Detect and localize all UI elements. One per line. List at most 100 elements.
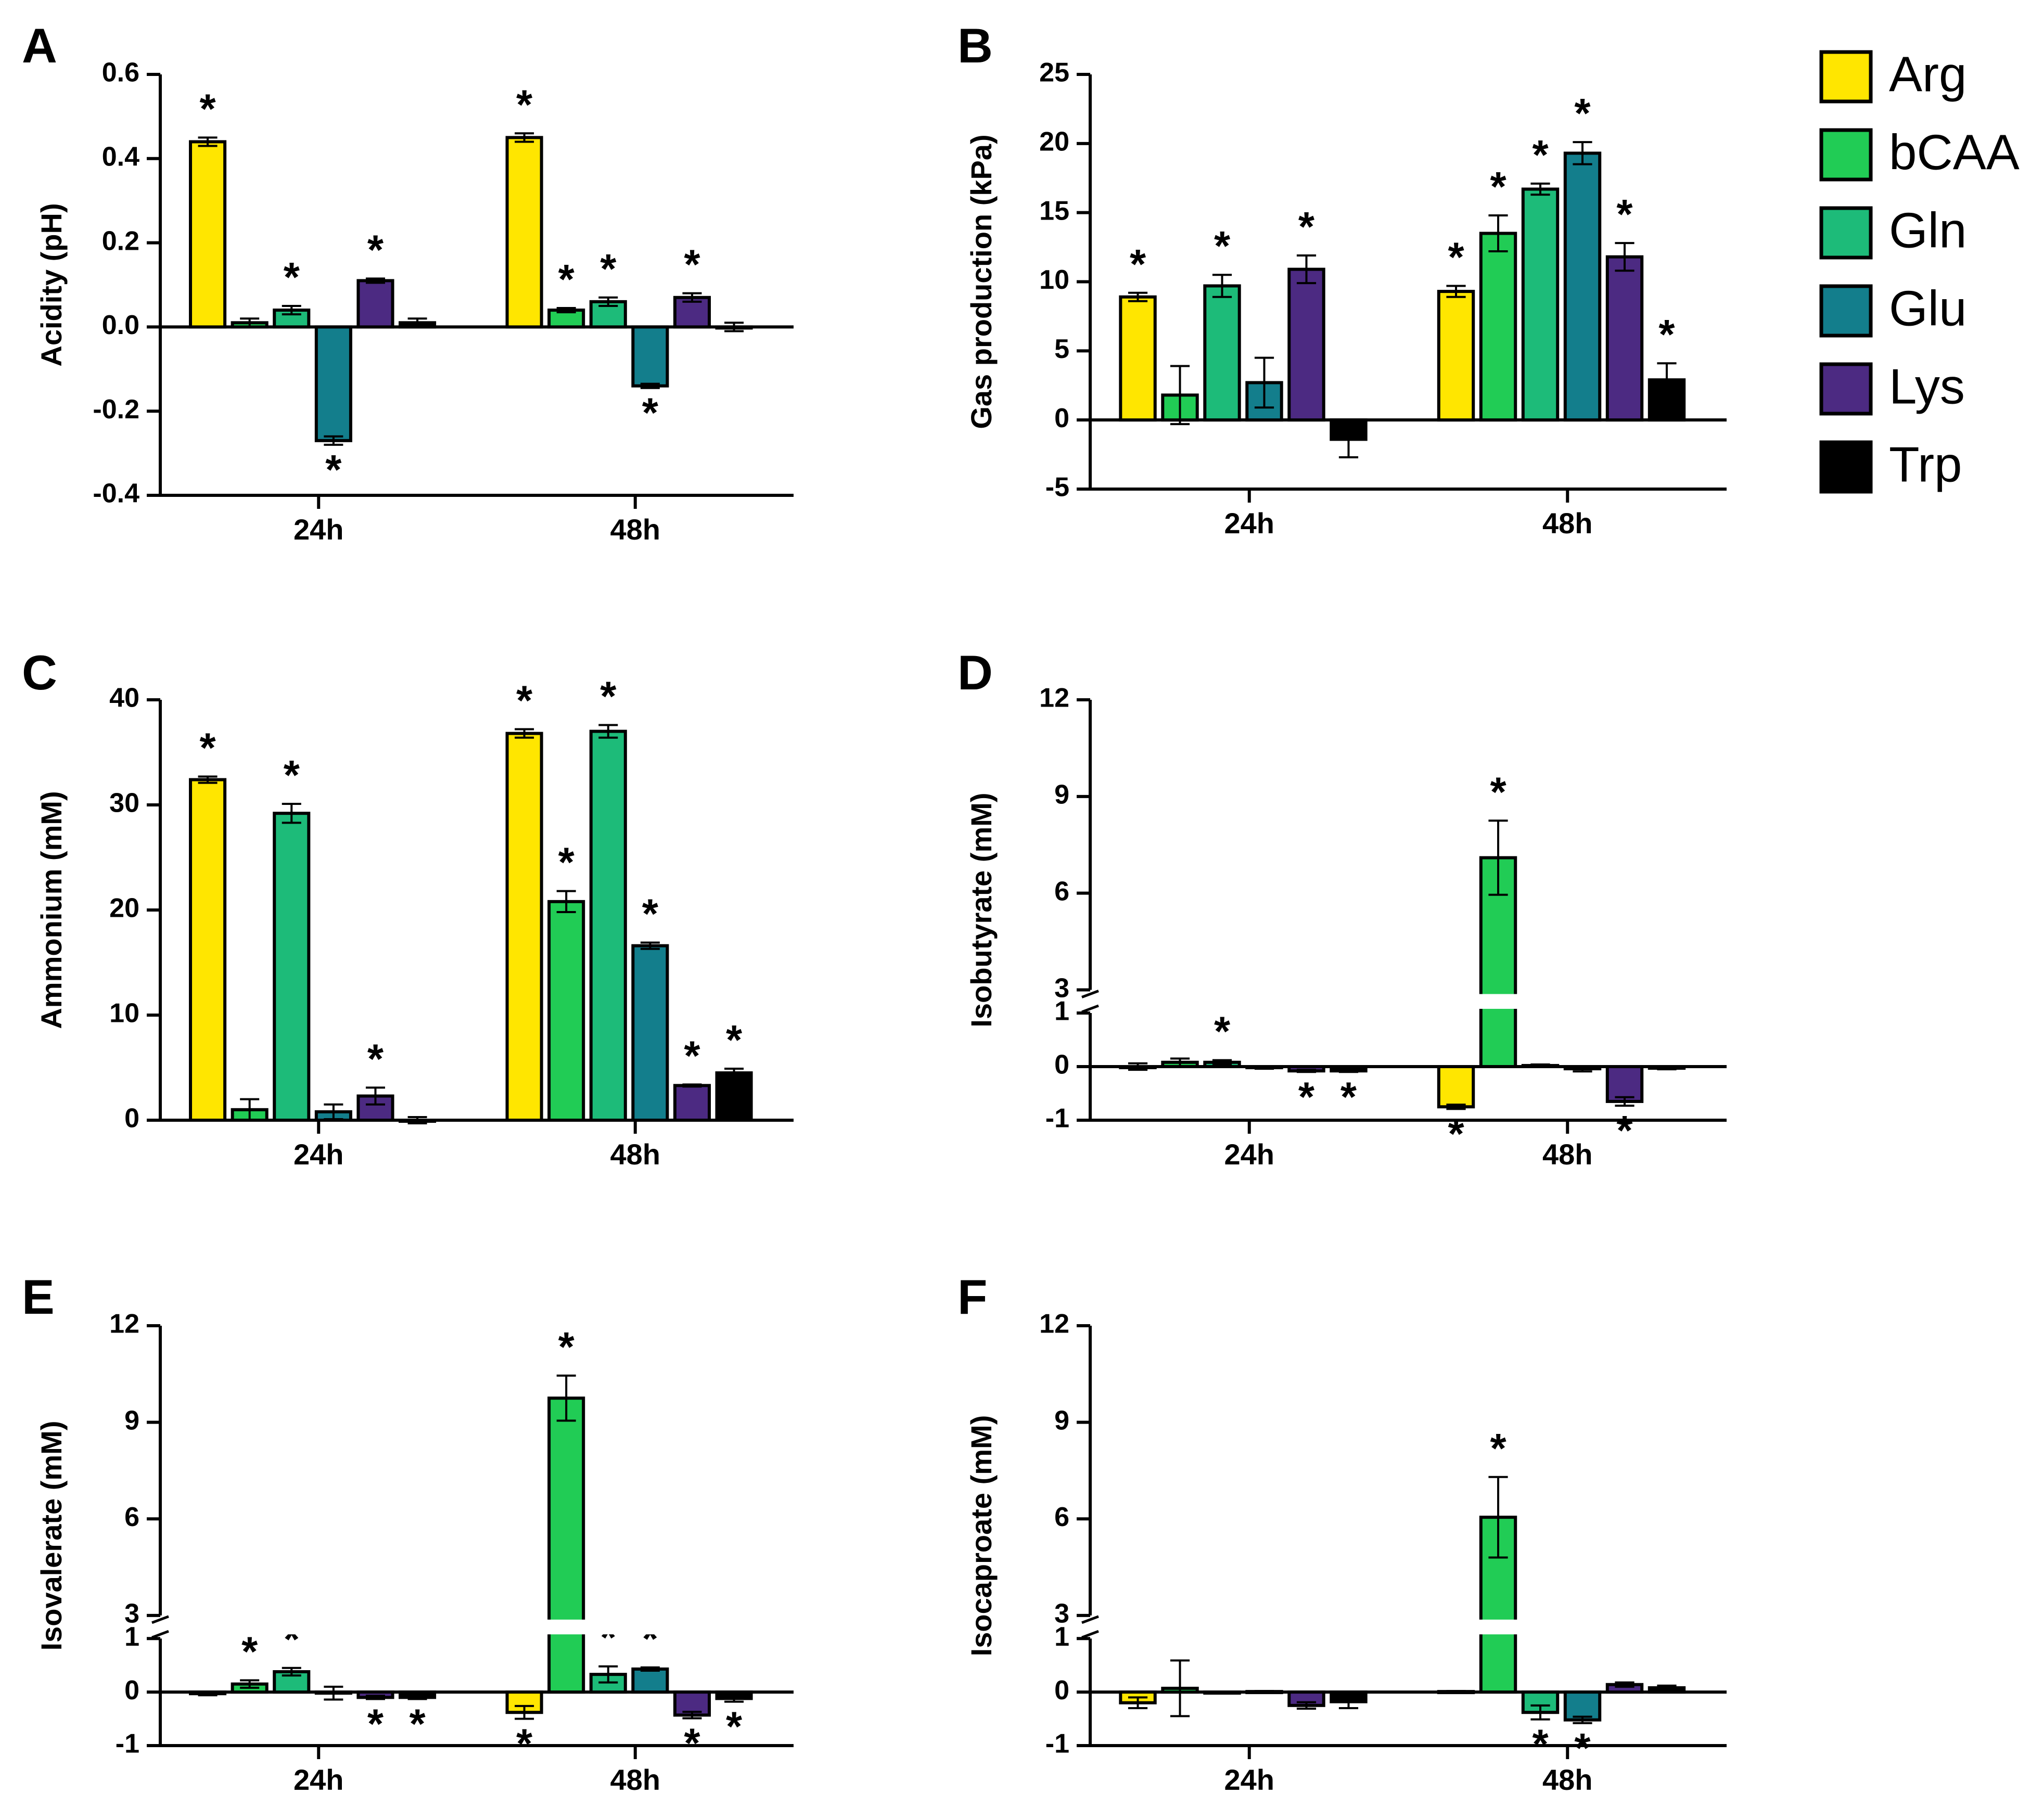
significance-mark: *: [558, 1324, 575, 1370]
significance-mark: *: [1448, 234, 1464, 280]
y-tick-label: 30: [109, 788, 139, 818]
y-tick-label: 20: [1039, 127, 1069, 157]
significance-mark: *: [367, 226, 384, 273]
axis-break-gap: [165, 1619, 799, 1635]
bar-glu: [631, 944, 669, 1122]
bar-arg: [189, 778, 227, 1122]
significance-mark: *: [558, 839, 575, 886]
legend-swatch: [1819, 206, 1873, 260]
significance-mark: *: [1532, 132, 1549, 178]
legend-swatch: [1819, 284, 1873, 338]
y-tick-label: 12: [1039, 1309, 1069, 1339]
y-tick-label: 0: [1054, 403, 1069, 433]
y-tick-label: 5: [1054, 334, 1069, 364]
bar-gln: [1203, 284, 1241, 422]
y-axis-title: Ammonium (mM): [35, 791, 68, 1029]
significance-mark: *: [726, 1017, 743, 1063]
x-category-label: 48h: [610, 1138, 661, 1171]
y-axis-title: Isobutyrate (mM): [965, 792, 998, 1027]
panel-letter: C: [22, 645, 57, 700]
significance-mark: *: [516, 1721, 533, 1767]
significance-mark: *: [1448, 1110, 1464, 1157]
significance-mark: *: [600, 673, 617, 719]
legend-item-lys: Lys: [1819, 358, 1965, 416]
significance-mark: *: [726, 1703, 743, 1750]
legend-swatch: [1819, 50, 1873, 104]
y-tick-label: 10: [109, 998, 139, 1029]
axis-break-mark: [151, 1615, 169, 1624]
bar-arg: [1437, 1065, 1475, 1109]
y-tick-label: 0: [1054, 1675, 1069, 1706]
bar-glu: [631, 1667, 669, 1694]
legend-label: Glu: [1889, 280, 1967, 336]
significance-mark: *: [409, 1700, 426, 1747]
bar-lys: [356, 279, 394, 329]
legend-item-trp: Trp: [1819, 437, 1962, 494]
bar-arg: [1437, 290, 1475, 422]
bar-glu: [631, 325, 669, 388]
bar-arg: [189, 140, 227, 329]
y-tick-label: 15: [1039, 196, 1069, 226]
y-tick-label: 6: [1054, 1502, 1069, 1532]
y-tick-label: 3: [1054, 973, 1069, 1003]
y-tick-label: -0.4: [93, 479, 139, 509]
significance-mark: *: [367, 1035, 384, 1082]
legend-swatch: [1819, 362, 1873, 416]
legend-item-glu: Glu: [1819, 280, 1967, 338]
bar-gln: [1521, 1690, 1560, 1714]
bar-bcaa: [1479, 232, 1517, 422]
significance-mark: *: [684, 1032, 700, 1079]
y-tick-label: 10: [1039, 265, 1069, 295]
significance-mark: *: [241, 1628, 258, 1674]
significance-mark: *: [684, 1720, 700, 1766]
axis-break-mark: [1081, 990, 1099, 998]
significance-mark: *: [1658, 311, 1675, 357]
significance-mark: *: [642, 390, 659, 436]
bar-lys: [673, 1084, 711, 1122]
x-category-label: 24h: [293, 1763, 344, 1796]
y-tick-label: 6: [1054, 876, 1069, 906]
y-tick-label: 12: [109, 1309, 139, 1339]
bar-bcaa: [547, 900, 585, 1122]
panel-letter: A: [22, 18, 57, 73]
bar-gln: [1521, 187, 1560, 422]
y-tick-label: 0.6: [102, 58, 139, 88]
y-tick-label: -1: [116, 1729, 139, 1759]
y-tick-label: 0.0: [102, 310, 139, 340]
y-tick-label: 0: [124, 1675, 139, 1706]
legend-label: Trp: [1889, 437, 1962, 492]
significance-mark: *: [1214, 1008, 1231, 1055]
legend-label: Gln: [1889, 202, 1967, 258]
significance-mark: *: [1574, 90, 1591, 136]
panel-D: D Isobutyrate (mM) -1 0 13 6 9 12 24h * * * 48h * * *: [957, 645, 1732, 1171]
y-tick-label: 12: [1039, 683, 1069, 713]
y-tick-label: 9: [124, 1405, 139, 1436]
x-category-label: 48h: [1542, 507, 1593, 540]
x-category-label: 48h: [1542, 1138, 1593, 1171]
x-category-label: 24h: [1224, 1138, 1275, 1171]
y-axis-title: Isovalerate (mM): [35, 1421, 68, 1651]
bar-lys: [1605, 1065, 1644, 1103]
y-tick-label: 0.2: [102, 226, 139, 256]
y-tick-label: 0: [1054, 1050, 1069, 1080]
bar-arg: [1119, 295, 1157, 422]
significance-mark: *: [1490, 768, 1506, 815]
significance-mark: *: [1130, 241, 1146, 287]
legend: Arg bCAA Gln Glu Lys Trp: [1819, 46, 2020, 494]
significance-mark: *: [367, 1700, 384, 1747]
significance-mark: *: [684, 241, 700, 288]
panels: A Acidity (pH) -0.4 -0.2 0.0 0.2 0.4 0.6 24h * * * *…: [22, 18, 1732, 1796]
bar-bcaa: [547, 1396, 585, 1694]
significance-mark: *: [1532, 1721, 1549, 1767]
y-tick-label: 25: [1039, 58, 1069, 88]
bar-lys: [1605, 255, 1644, 422]
y-tick-label: 3: [124, 1599, 139, 1629]
y-tick-label: 1: [1054, 1622, 1069, 1652]
significance-mark: *: [1298, 1073, 1315, 1120]
legend-label: bCAA: [1889, 124, 2020, 180]
y-tick-label: 0.4: [102, 142, 139, 172]
bar-arg: [505, 732, 543, 1122]
axis-break-mark: [1081, 1615, 1099, 1624]
significance-mark: *: [1490, 1425, 1506, 1471]
